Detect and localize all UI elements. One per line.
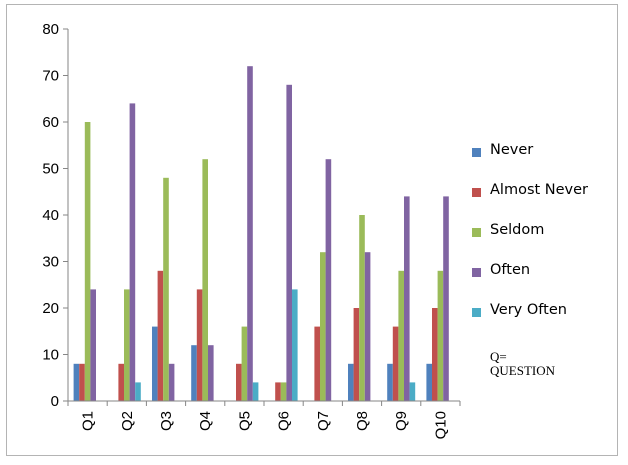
legend-label: Almost Never [490, 182, 589, 198]
legend-swatch [472, 188, 481, 197]
x-tick-label: Q3 [158, 411, 175, 431]
y-tick-label: 50 [42, 161, 59, 178]
legend-item-almost-never: Almost Never [472, 182, 622, 222]
y-tick-label: 30 [42, 254, 59, 271]
bar-never-q3 [152, 326, 158, 401]
bar-often-q10 [443, 196, 449, 401]
legend-label: Very Often [490, 302, 567, 318]
bar-often-q8 [364, 252, 371, 401]
legend-swatch [472, 308, 481, 317]
bar-seldom-q3 [163, 177, 169, 401]
bar-very-often-q5 [252, 382, 259, 401]
chart-frame [6, 4, 618, 456]
bar-very-often-q6 [292, 289, 298, 401]
x-axis-ticks: Q1 Q2 Q3 Q4 Q5 Q6 Q7 Q8 Q9 Q10 [67, 401, 461, 439]
legend-label: Never [490, 142, 534, 158]
bar-never-q10 [426, 363, 432, 401]
bar-seldom-q4 [202, 159, 208, 401]
y-tick-label: 10 [42, 347, 59, 364]
x-tick-label: Q7 [315, 411, 332, 431]
bar-very-often-q9 [409, 382, 416, 401]
bars-group [73, 66, 449, 402]
bar-very-often-q2 [135, 382, 141, 401]
x-tick-label: Q2 [119, 411, 136, 431]
bar-often-q7 [325, 159, 332, 401]
bar-almost-never-q5 [236, 363, 242, 401]
y-axis-ticks: 0 10 20 30 40 50 60 70 80 [42, 21, 68, 410]
bar-often-q1 [90, 289, 96, 401]
bar-never-q8 [348, 363, 354, 401]
legend-swatch [472, 148, 481, 157]
bar-seldom-q1 [84, 122, 91, 401]
legend-item-often: Often [472, 262, 622, 302]
bar-seldom-q2 [124, 289, 130, 401]
bar-almost-never-q2 [118, 363, 124, 401]
x-tick-label: Q1 [80, 411, 97, 431]
bar-seldom-q6 [280, 382, 287, 401]
bar-often-q9 [404, 196, 410, 401]
bar-never-q1 [73, 363, 80, 401]
bar-almost-never-q1 [79, 363, 85, 401]
x-tick-label: Q8 [354, 411, 371, 431]
bar-never-q4 [191, 345, 197, 401]
bar-almost-never-q4 [196, 289, 203, 401]
bar-seldom-q10 [437, 270, 444, 401]
legend-label: Seldom [490, 222, 545, 238]
x-tick-label: Q5 [236, 411, 253, 431]
bar-almost-never-q7 [314, 326, 320, 401]
bar-seldom-q5 [241, 326, 248, 401]
bar-often-q3 [168, 363, 175, 401]
y-tick-label: 20 [42, 300, 59, 317]
legend-item-seldom: Seldom [472, 222, 622, 262]
legend-swatch [472, 268, 481, 277]
x-tick-label: Q10 [432, 411, 449, 439]
note-line-2: QUESTION [490, 363, 555, 378]
bar-almost-never-q8 [353, 308, 360, 401]
y-tick-label: 0 [51, 393, 59, 410]
legend: Never Almost Never Seldom Often Very Oft… [472, 142, 622, 342]
y-tick-label: 70 [42, 68, 59, 85]
bar-never-q9 [387, 363, 393, 401]
y-tick-label: 80 [42, 21, 59, 38]
bar-often-q6 [286, 84, 292, 402]
bar-almost-never-q6 [275, 382, 281, 401]
bar-almost-never-q10 [432, 308, 438, 401]
chart-note: Q= QUESTION [490, 350, 555, 378]
legend-swatch [472, 228, 481, 237]
legend-item-very-often: Very Often [472, 302, 622, 342]
bar-seldom-q7 [320, 252, 326, 401]
x-tick-label: Q6 [276, 411, 293, 431]
x-tick-label: Q9 [393, 411, 410, 431]
bar-seldom-q8 [359, 215, 365, 401]
bar-almost-never-q3 [157, 270, 164, 401]
bar-often-q4 [208, 345, 214, 401]
legend-item-never: Never [472, 142, 622, 182]
bar-seldom-q9 [398, 270, 404, 401]
bar-almost-never-q9 [392, 326, 399, 401]
y-tick-label: 40 [42, 207, 59, 224]
y-tick-label: 60 [42, 114, 59, 131]
note-line-1: Q= [490, 349, 507, 364]
bar-often-q5 [247, 66, 253, 401]
legend-label: Often [490, 262, 531, 278]
bar-often-q2 [129, 103, 136, 402]
x-tick-label: Q4 [197, 411, 214, 431]
